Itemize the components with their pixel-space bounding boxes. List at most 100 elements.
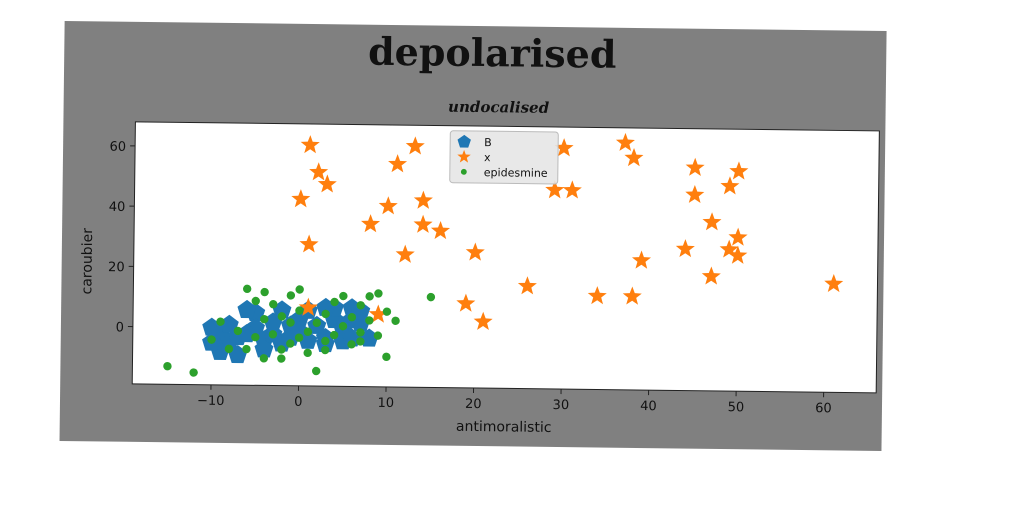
point-series-1-27 <box>685 157 705 176</box>
point-series-1-31 <box>719 239 739 258</box>
chart-subtitle: undocalised <box>448 98 550 117</box>
point-series-2-33 <box>356 301 365 310</box>
point-series-1-17 <box>517 276 537 295</box>
point-series-2-5 <box>233 326 243 336</box>
point-series-1-32 <box>720 176 740 195</box>
point-series-1-25 <box>632 250 651 269</box>
point-series-2-39 <box>382 307 392 316</box>
point-series-1-30 <box>702 212 722 231</box>
point-series-2-17 <box>286 318 295 327</box>
point-series-1-20 <box>562 180 582 199</box>
axes: −10 0 10 20 30 40 50 60 0 20 40 60 <box>108 140 832 417</box>
legend-box <box>449 130 559 185</box>
point-series-1-28 <box>685 184 705 204</box>
x-tick-label-4: 30 <box>553 398 570 413</box>
point-series-2-47 <box>356 337 365 346</box>
point-series-2-28 <box>330 297 339 307</box>
legend-marker-2 <box>460 168 467 175</box>
point-series-2-40 <box>382 352 391 362</box>
legend-label-0: B <box>484 136 492 149</box>
point-series-0-35 <box>237 299 257 319</box>
point-series-1-15 <box>465 242 485 261</box>
legend-label-1: x <box>484 151 491 164</box>
point-series-2-7 <box>242 344 251 354</box>
point-series-2-3 <box>216 317 225 326</box>
point-series-2-19 <box>295 285 304 294</box>
point-series-2-6 <box>242 284 252 294</box>
plot-marks <box>163 132 844 377</box>
point-series-1-34 <box>728 227 748 246</box>
point-series-1-11 <box>413 190 433 209</box>
point-series-2-15 <box>277 345 286 354</box>
x-tick-label-2: 10 <box>377 396 394 411</box>
point-series-2-20 <box>295 306 304 315</box>
point-series-1-10 <box>405 136 425 155</box>
point-series-1-37 <box>368 304 388 323</box>
point-series-2-14 <box>277 312 287 321</box>
point-series-1-33 <box>729 161 749 180</box>
y-tick-label-3: 60 <box>109 140 126 155</box>
point-series-1-12 <box>413 214 433 233</box>
point-series-2-12 <box>269 300 278 309</box>
y-tick-label-2: 40 <box>109 200 126 215</box>
point-series-2-26 <box>321 309 330 319</box>
y-axis-label: caroubier <box>79 228 96 295</box>
point-series-1-36 <box>824 273 844 293</box>
point-series-1-21 <box>587 286 607 305</box>
point-series-2-45 <box>321 345 330 355</box>
point-series-2-16 <box>286 291 296 300</box>
point-series-2-27 <box>321 336 330 346</box>
point-series-0-33 <box>351 301 371 320</box>
point-series-2-0 <box>163 361 172 371</box>
point-series-2-2 <box>207 335 216 344</box>
point-series-1-4 <box>299 234 319 253</box>
x-tick-label-0: −10 <box>197 394 225 409</box>
point-series-2-32 <box>347 340 356 349</box>
point-series-1-19 <box>554 138 574 157</box>
point-series-2-38 <box>374 289 383 298</box>
point-series-1-0 <box>300 135 320 154</box>
point-series-0-21 <box>298 330 318 349</box>
point-series-2-42 <box>426 292 436 302</box>
point-series-1-29 <box>701 266 721 285</box>
point-series-2-43 <box>260 287 269 297</box>
x-tick-label-3: 20 <box>465 397 482 412</box>
point-series-2-35 <box>365 292 374 301</box>
x-tick-label-5: 40 <box>640 399 657 414</box>
x-tick-label-6: 50 <box>728 400 745 415</box>
point-series-2-10 <box>260 314 269 324</box>
point-series-2-11 <box>259 354 269 363</box>
point-series-1-5 <box>298 297 318 316</box>
chart-title: depolarised <box>368 29 617 77</box>
point-series-1-8 <box>388 154 408 173</box>
point-series-1-14 <box>456 293 476 312</box>
point-series-1-7 <box>378 196 398 215</box>
legend-marker-1 <box>457 149 471 163</box>
point-series-2-30 <box>338 321 348 331</box>
legend: Bx epidesmine <box>449 130 559 185</box>
point-series-1-26 <box>675 239 695 258</box>
point-series-1-9 <box>395 244 415 263</box>
point-series-2-37 <box>373 331 383 340</box>
point-series-0-11 <box>254 339 274 358</box>
point-series-2-21 <box>294 333 304 342</box>
x-axis-label: antimoralistic <box>456 419 552 436</box>
point-series-1-13 <box>430 220 451 240</box>
point-series-1-6 <box>361 214 381 233</box>
point-series-2-18 <box>286 339 295 348</box>
point-series-1-1 <box>309 162 329 181</box>
point-series-2-41 <box>391 316 400 325</box>
point-series-2-22 <box>303 327 313 336</box>
point-series-1-24 <box>624 148 644 167</box>
point-series-2-8 <box>251 296 260 306</box>
point-series-2-31 <box>347 313 357 322</box>
point-series-1-2 <box>317 174 337 193</box>
y-tick-label-0: 0 <box>116 320 124 335</box>
point-series-2-9 <box>251 332 260 342</box>
legend-label-2: epidesmine <box>484 166 548 180</box>
x-tick-label-1: 0 <box>294 395 302 410</box>
point-series-2-25 <box>311 366 321 376</box>
x-tick-label-7: 60 <box>815 401 832 416</box>
